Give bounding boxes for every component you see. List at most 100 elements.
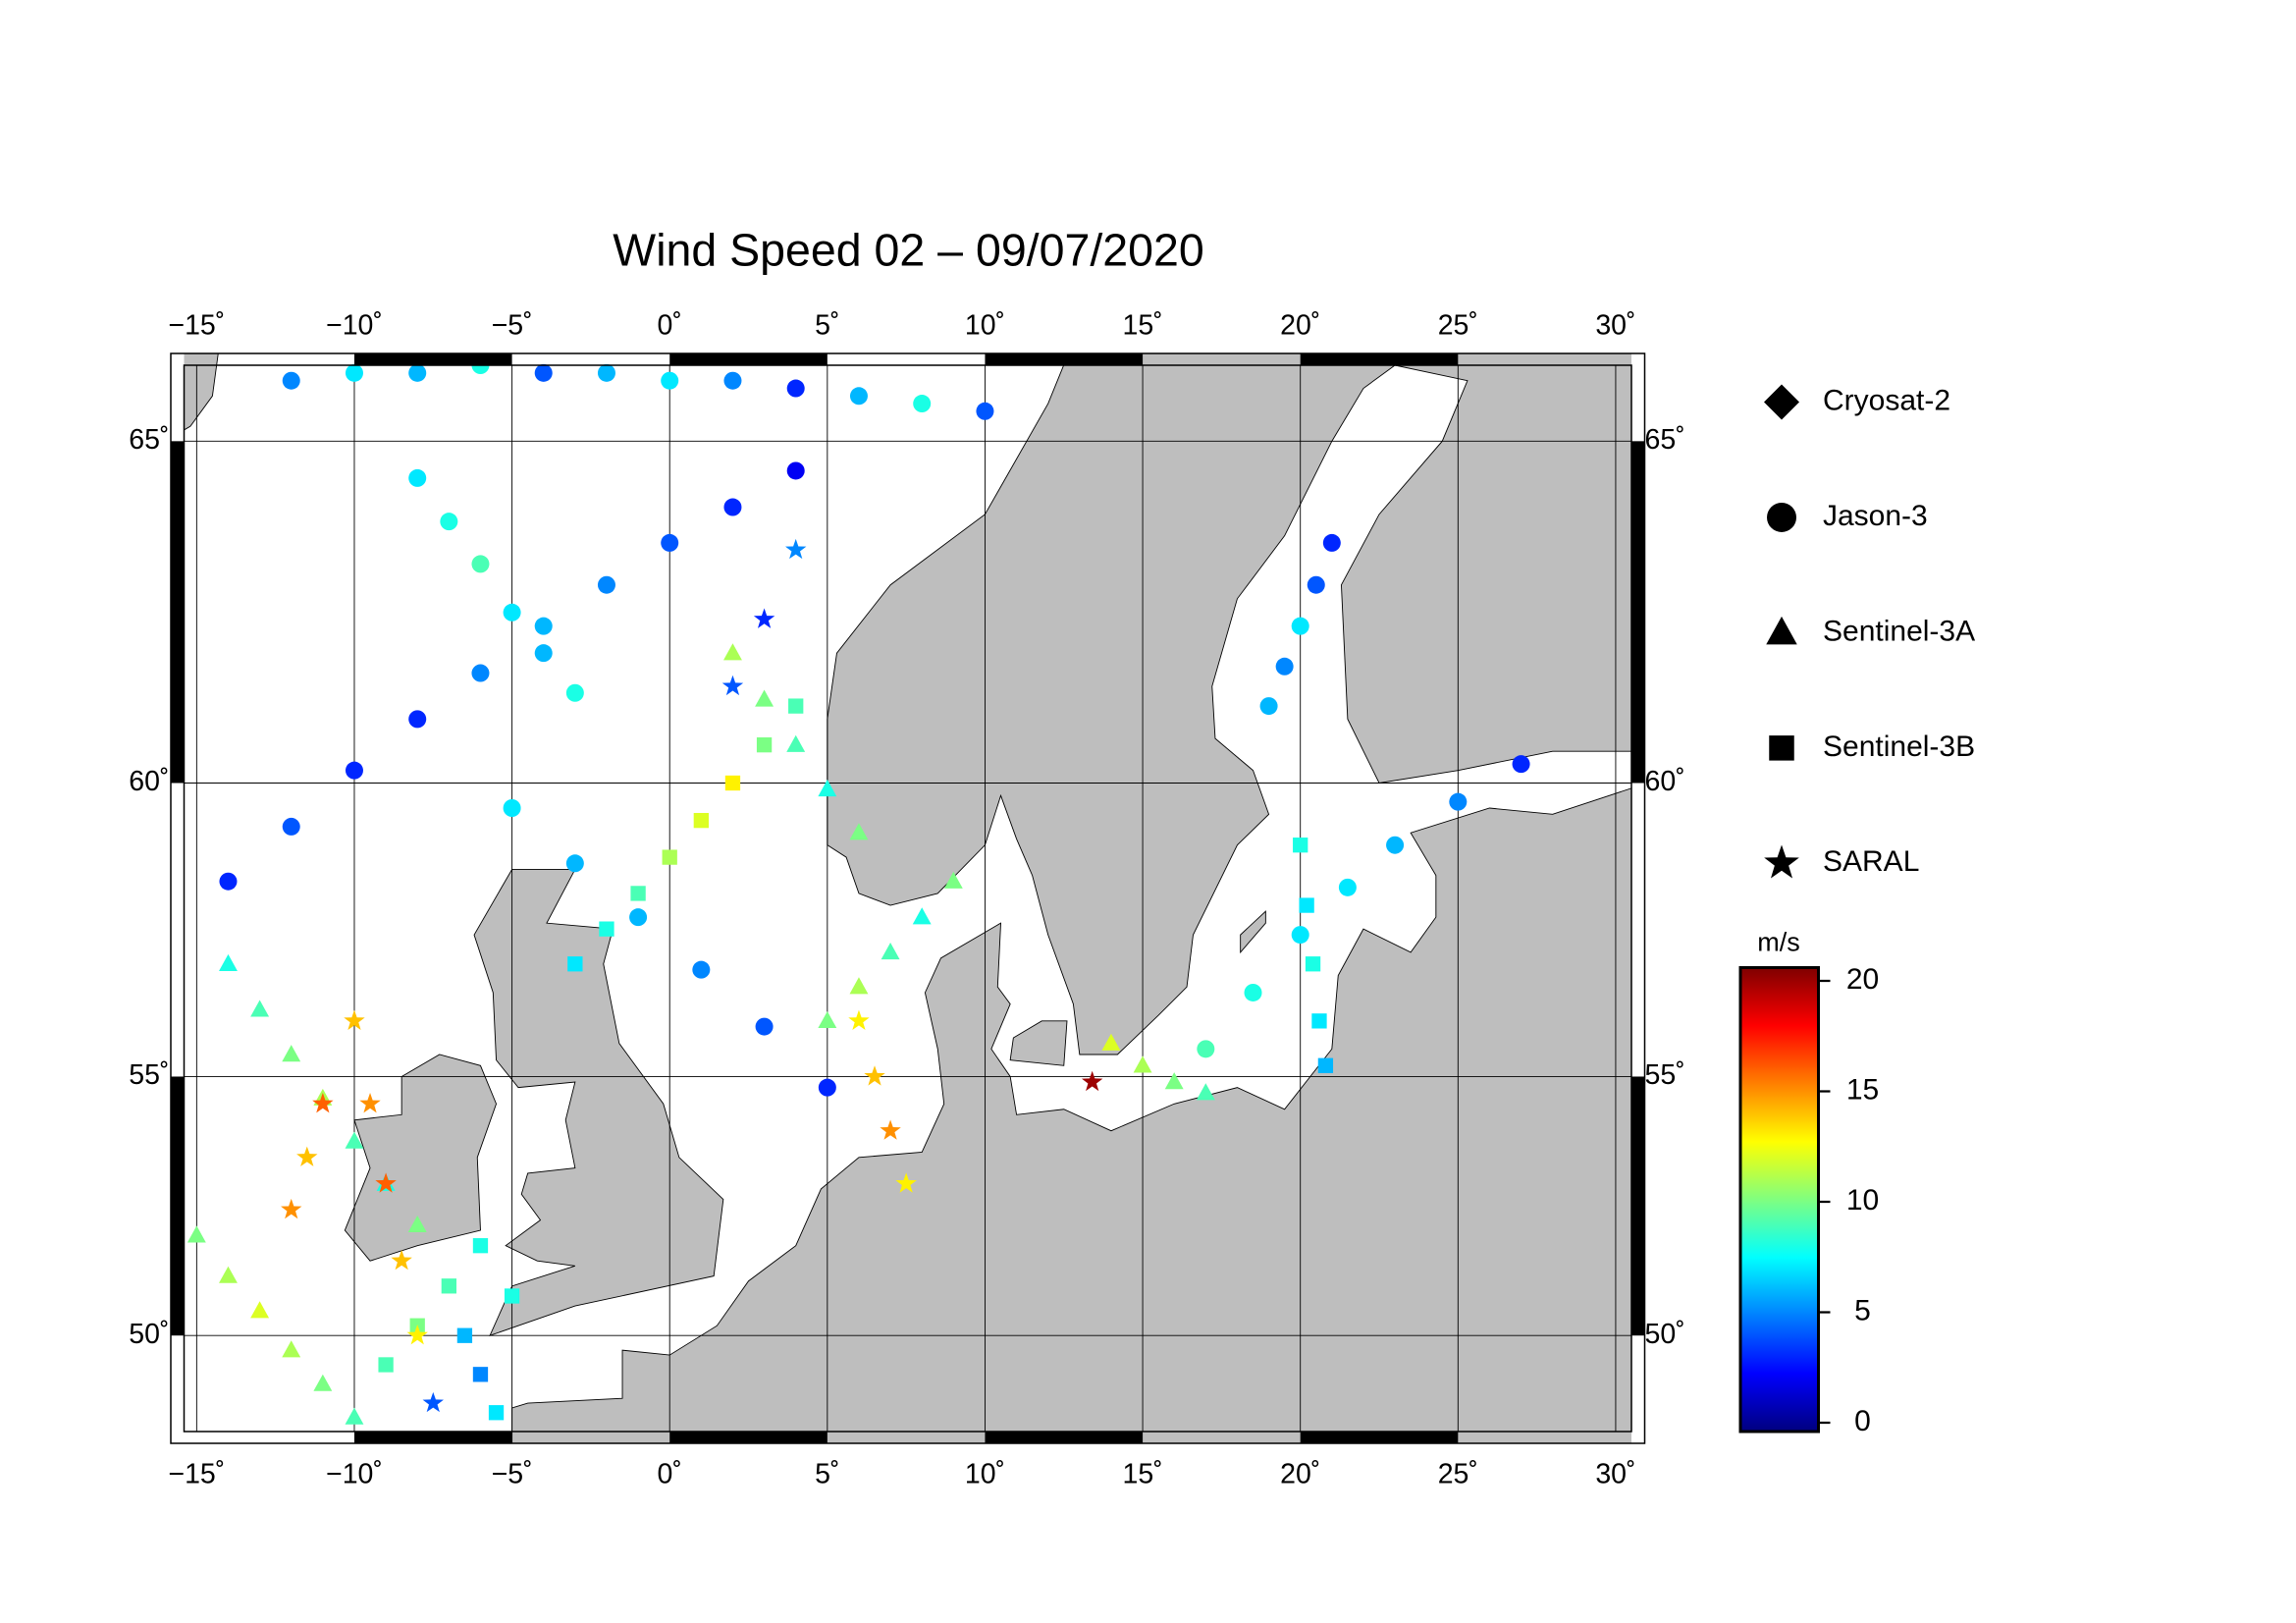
landmass — [511, 787, 1632, 1443]
marker — [1307, 575, 1325, 594]
frame-segment — [669, 353, 828, 365]
marker — [1293, 838, 1308, 853]
marker — [250, 1301, 270, 1319]
marker — [1317, 1057, 1334, 1073]
marker — [488, 1405, 505, 1421]
marker — [753, 608, 775, 628]
y-tick-label: 50˚ — [129, 1319, 169, 1350]
marker — [976, 402, 994, 420]
marker — [597, 575, 615, 594]
colorbar-unit: m/s — [1757, 928, 1800, 957]
marker — [1449, 792, 1468, 811]
marker — [661, 371, 679, 390]
marker — [408, 363, 427, 382]
marker — [1081, 1070, 1103, 1092]
frame-segment — [985, 353, 1144, 365]
x-tick-label: 25˚ — [1438, 310, 1478, 342]
marker — [1764, 384, 1800, 420]
frame-outline — [170, 352, 1646, 1444]
frame-segment — [171, 1076, 185, 1336]
frame-segment — [353, 353, 512, 365]
marker — [1275, 657, 1294, 676]
legend-label: Sentinel-3A — [1823, 615, 1975, 647]
marker — [219, 872, 238, 891]
land — [184, 353, 1632, 1443]
marker — [630, 886, 646, 901]
marker — [282, 817, 300, 836]
x-tick-label: 20˚ — [1280, 1459, 1320, 1490]
marker — [471, 664, 490, 682]
marker — [599, 921, 614, 937]
marker — [724, 775, 741, 791]
marker — [912, 907, 932, 925]
marker — [1197, 1040, 1215, 1058]
marker — [692, 960, 711, 979]
marker — [565, 683, 584, 702]
landmass — [473, 869, 724, 1336]
colorbar-tick-label: 5 — [1854, 1294, 1871, 1326]
x-tick-label: −10˚ — [326, 1459, 383, 1490]
marker — [344, 1009, 365, 1030]
x-tick-label: −5˚ — [492, 310, 533, 342]
marker — [662, 849, 677, 865]
frame-inner — [183, 364, 1632, 1433]
marker — [1291, 926, 1309, 945]
marker — [1196, 1083, 1215, 1101]
y-tick-label: 65˚ — [129, 424, 169, 456]
marker — [282, 371, 300, 390]
marker — [756, 737, 773, 753]
marker — [422, 1391, 444, 1413]
marker — [785, 538, 807, 560]
legend-label: SARAL — [1823, 845, 1919, 878]
marker — [296, 1146, 318, 1166]
marker — [313, 1374, 333, 1391]
marker — [1244, 983, 1262, 1001]
marker — [1386, 836, 1405, 854]
x-tick-label: 15˚ — [1122, 310, 1162, 342]
marker — [281, 1198, 302, 1219]
marker — [1259, 697, 1278, 716]
marker — [1767, 502, 1797, 532]
y-tick-label: 55˚ — [1645, 1059, 1685, 1091]
marker — [345, 1407, 364, 1425]
legend-label: Cryosat-2 — [1823, 384, 1950, 416]
marker — [187, 1225, 206, 1243]
marker — [1311, 1013, 1327, 1029]
marker — [1338, 878, 1357, 896]
observations — [187, 356, 1530, 1425]
marker — [378, 1357, 394, 1373]
colorbar-tick-label: 20 — [1846, 963, 1879, 996]
marker — [755, 689, 774, 707]
frame-segment — [1631, 1076, 1645, 1336]
frame-segment — [171, 441, 185, 784]
marker — [1512, 755, 1530, 774]
colorbar-scale — [1738, 966, 1821, 1434]
marker — [345, 1131, 364, 1149]
marker — [1305, 956, 1321, 972]
colorbar-tick-label: 0 — [1854, 1405, 1871, 1437]
marker — [818, 780, 837, 797]
x-tick-label: −15˚ — [168, 310, 225, 342]
landmass — [184, 353, 219, 431]
y-tick-label: 60˚ — [1645, 766, 1685, 797]
x-tick-label: 25˚ — [1438, 1459, 1478, 1490]
marker — [723, 643, 742, 661]
marker — [440, 513, 458, 531]
marker — [723, 498, 742, 516]
legend-label: Jason-3 — [1823, 500, 1928, 532]
landmass — [344, 1054, 498, 1262]
marker — [312, 1093, 334, 1113]
colorbar: m/s 0 5 10 15 20 — [1738, 928, 1879, 1437]
x-tick-label: 10˚ — [965, 1459, 1005, 1490]
x-tick-label: 5˚ — [815, 1459, 839, 1490]
marker — [1133, 1055, 1152, 1073]
marker — [534, 644, 553, 663]
marker — [1322, 533, 1341, 552]
x-tick-label: −15˚ — [168, 1459, 225, 1490]
marker — [849, 823, 869, 840]
frame-segment — [353, 1432, 512, 1443]
x-tick-label: 20˚ — [1280, 310, 1320, 342]
marker — [943, 871, 963, 889]
marker — [629, 908, 648, 927]
